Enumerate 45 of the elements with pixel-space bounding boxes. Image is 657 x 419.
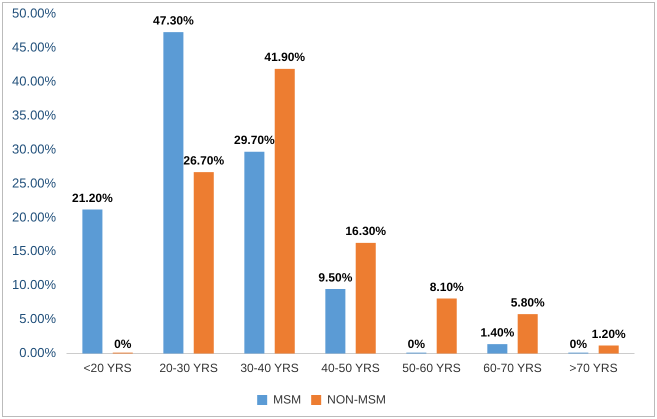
y-tick-label: 5.00% (19, 311, 57, 326)
x-tick-label: <20 YRS (84, 361, 132, 376)
y-tick-label: 0.00% (19, 345, 57, 360)
y-tick-label: 15.00% (12, 243, 57, 258)
data-label: 5.80% (510, 295, 546, 310)
bar (274, 68, 295, 354)
data-label: 41.90% (264, 50, 306, 64)
y-tick-label: 25.00% (12, 175, 57, 190)
y-tick-label: 35.00% (12, 107, 57, 122)
y-tick-label: 30.00% (12, 141, 57, 156)
x-tick-label: 40-50 YRS (321, 361, 380, 376)
y-tick-label: 45.00% (12, 39, 57, 54)
data-label: 0% (570, 336, 588, 351)
bar (436, 298, 457, 354)
data-label: 16.30% (345, 224, 386, 238)
x-tick-label: 20-30 YRS (159, 361, 218, 376)
x-tick-label: >70 YRS (569, 361, 618, 376)
data-label: 1.20% (592, 326, 626, 341)
bar (244, 152, 264, 354)
data-label: 8.10% (430, 280, 464, 294)
x-tick-label: 30-40 YRS (240, 361, 299, 376)
y-tick-label: 50.00% (12, 5, 57, 20)
y-tick-label: 10.00% (12, 277, 57, 292)
bar (194, 172, 214, 354)
data-label: 47.30% (153, 13, 194, 28)
data-label: 29.70% (234, 133, 276, 148)
legend-label: NON-MSM (327, 392, 386, 406)
bar (325, 289, 346, 354)
x-tick-label: 50-60 YRS (402, 361, 461, 376)
legend-label: MSM (273, 392, 302, 406)
data-label: 26.70% (183, 153, 224, 168)
data-label: 0% (408, 336, 426, 351)
bar (163, 32, 184, 354)
bar (487, 344, 508, 354)
data-label: 21.20% (72, 190, 114, 205)
data-label: 1.40% (480, 325, 515, 340)
data-label: 9.50% (318, 270, 353, 284)
bar (356, 242, 376, 354)
y-tick-label: 40.00% (12, 73, 57, 88)
data-label: 0% (114, 336, 132, 351)
bar (82, 210, 102, 354)
x-tick-label: 60-70 YRS (483, 361, 542, 376)
y-tick-label: 20.00% (12, 209, 57, 224)
bar (598, 345, 619, 354)
bar (518, 314, 538, 354)
